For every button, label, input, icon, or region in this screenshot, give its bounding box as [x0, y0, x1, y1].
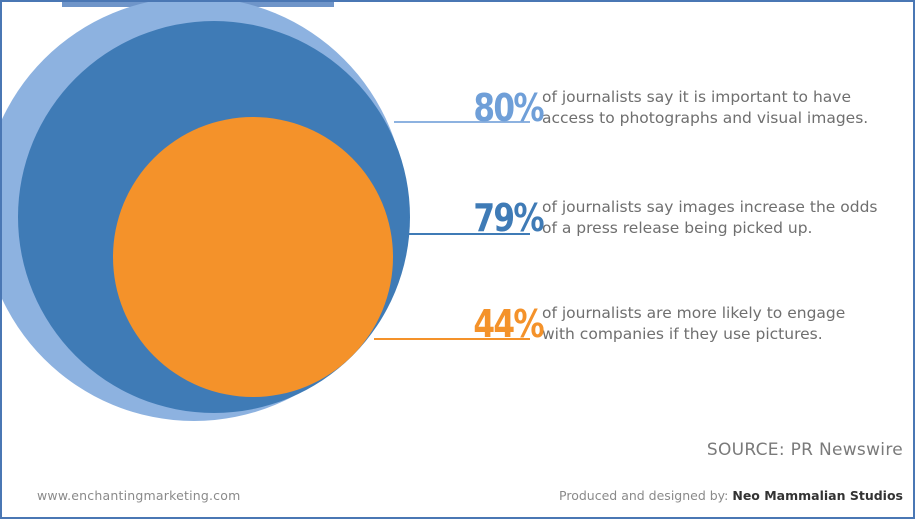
stat-80-value: 80%	[473, 86, 544, 130]
stat-79-text: of journalists say images increase the o…	[542, 198, 878, 237]
stat-80: 80% of journalists say it is important t…	[460, 86, 882, 130]
stat-44: 44% of journalists are more likely to en…	[460, 302, 882, 346]
studio-name: Neo Mammalian Studios	[732, 488, 903, 503]
website-link[interactable]: www.enchantingmarketing.com	[37, 488, 241, 503]
source-label: SOURCE: PR Newswire	[706, 440, 903, 460]
credits-prefix: Produced and designed by:	[559, 488, 733, 503]
credits: Produced and designed by: Neo Mammalian …	[559, 488, 903, 503]
circle-44	[113, 117, 393, 397]
stat-79: 79% of journalists say images increase t…	[460, 196, 882, 240]
stat-44-value: 44%	[473, 302, 544, 346]
stat-44-text: of journalists are more likely to engage…	[542, 304, 846, 343]
stat-79-value: 79%	[473, 196, 544, 240]
stat-80-text: of journalists say it is important to ha…	[542, 88, 869, 127]
